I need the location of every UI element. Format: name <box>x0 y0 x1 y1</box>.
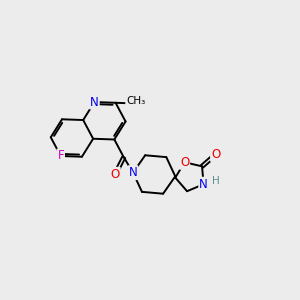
Text: N: N <box>90 96 99 109</box>
Text: O: O <box>110 168 120 181</box>
Text: N: N <box>129 166 137 179</box>
Text: F: F <box>57 149 64 163</box>
Text: H: H <box>212 176 220 186</box>
Text: O: O <box>211 148 220 161</box>
Text: O: O <box>180 156 189 169</box>
Text: N: N <box>199 178 208 191</box>
Text: CH₃: CH₃ <box>126 96 146 106</box>
